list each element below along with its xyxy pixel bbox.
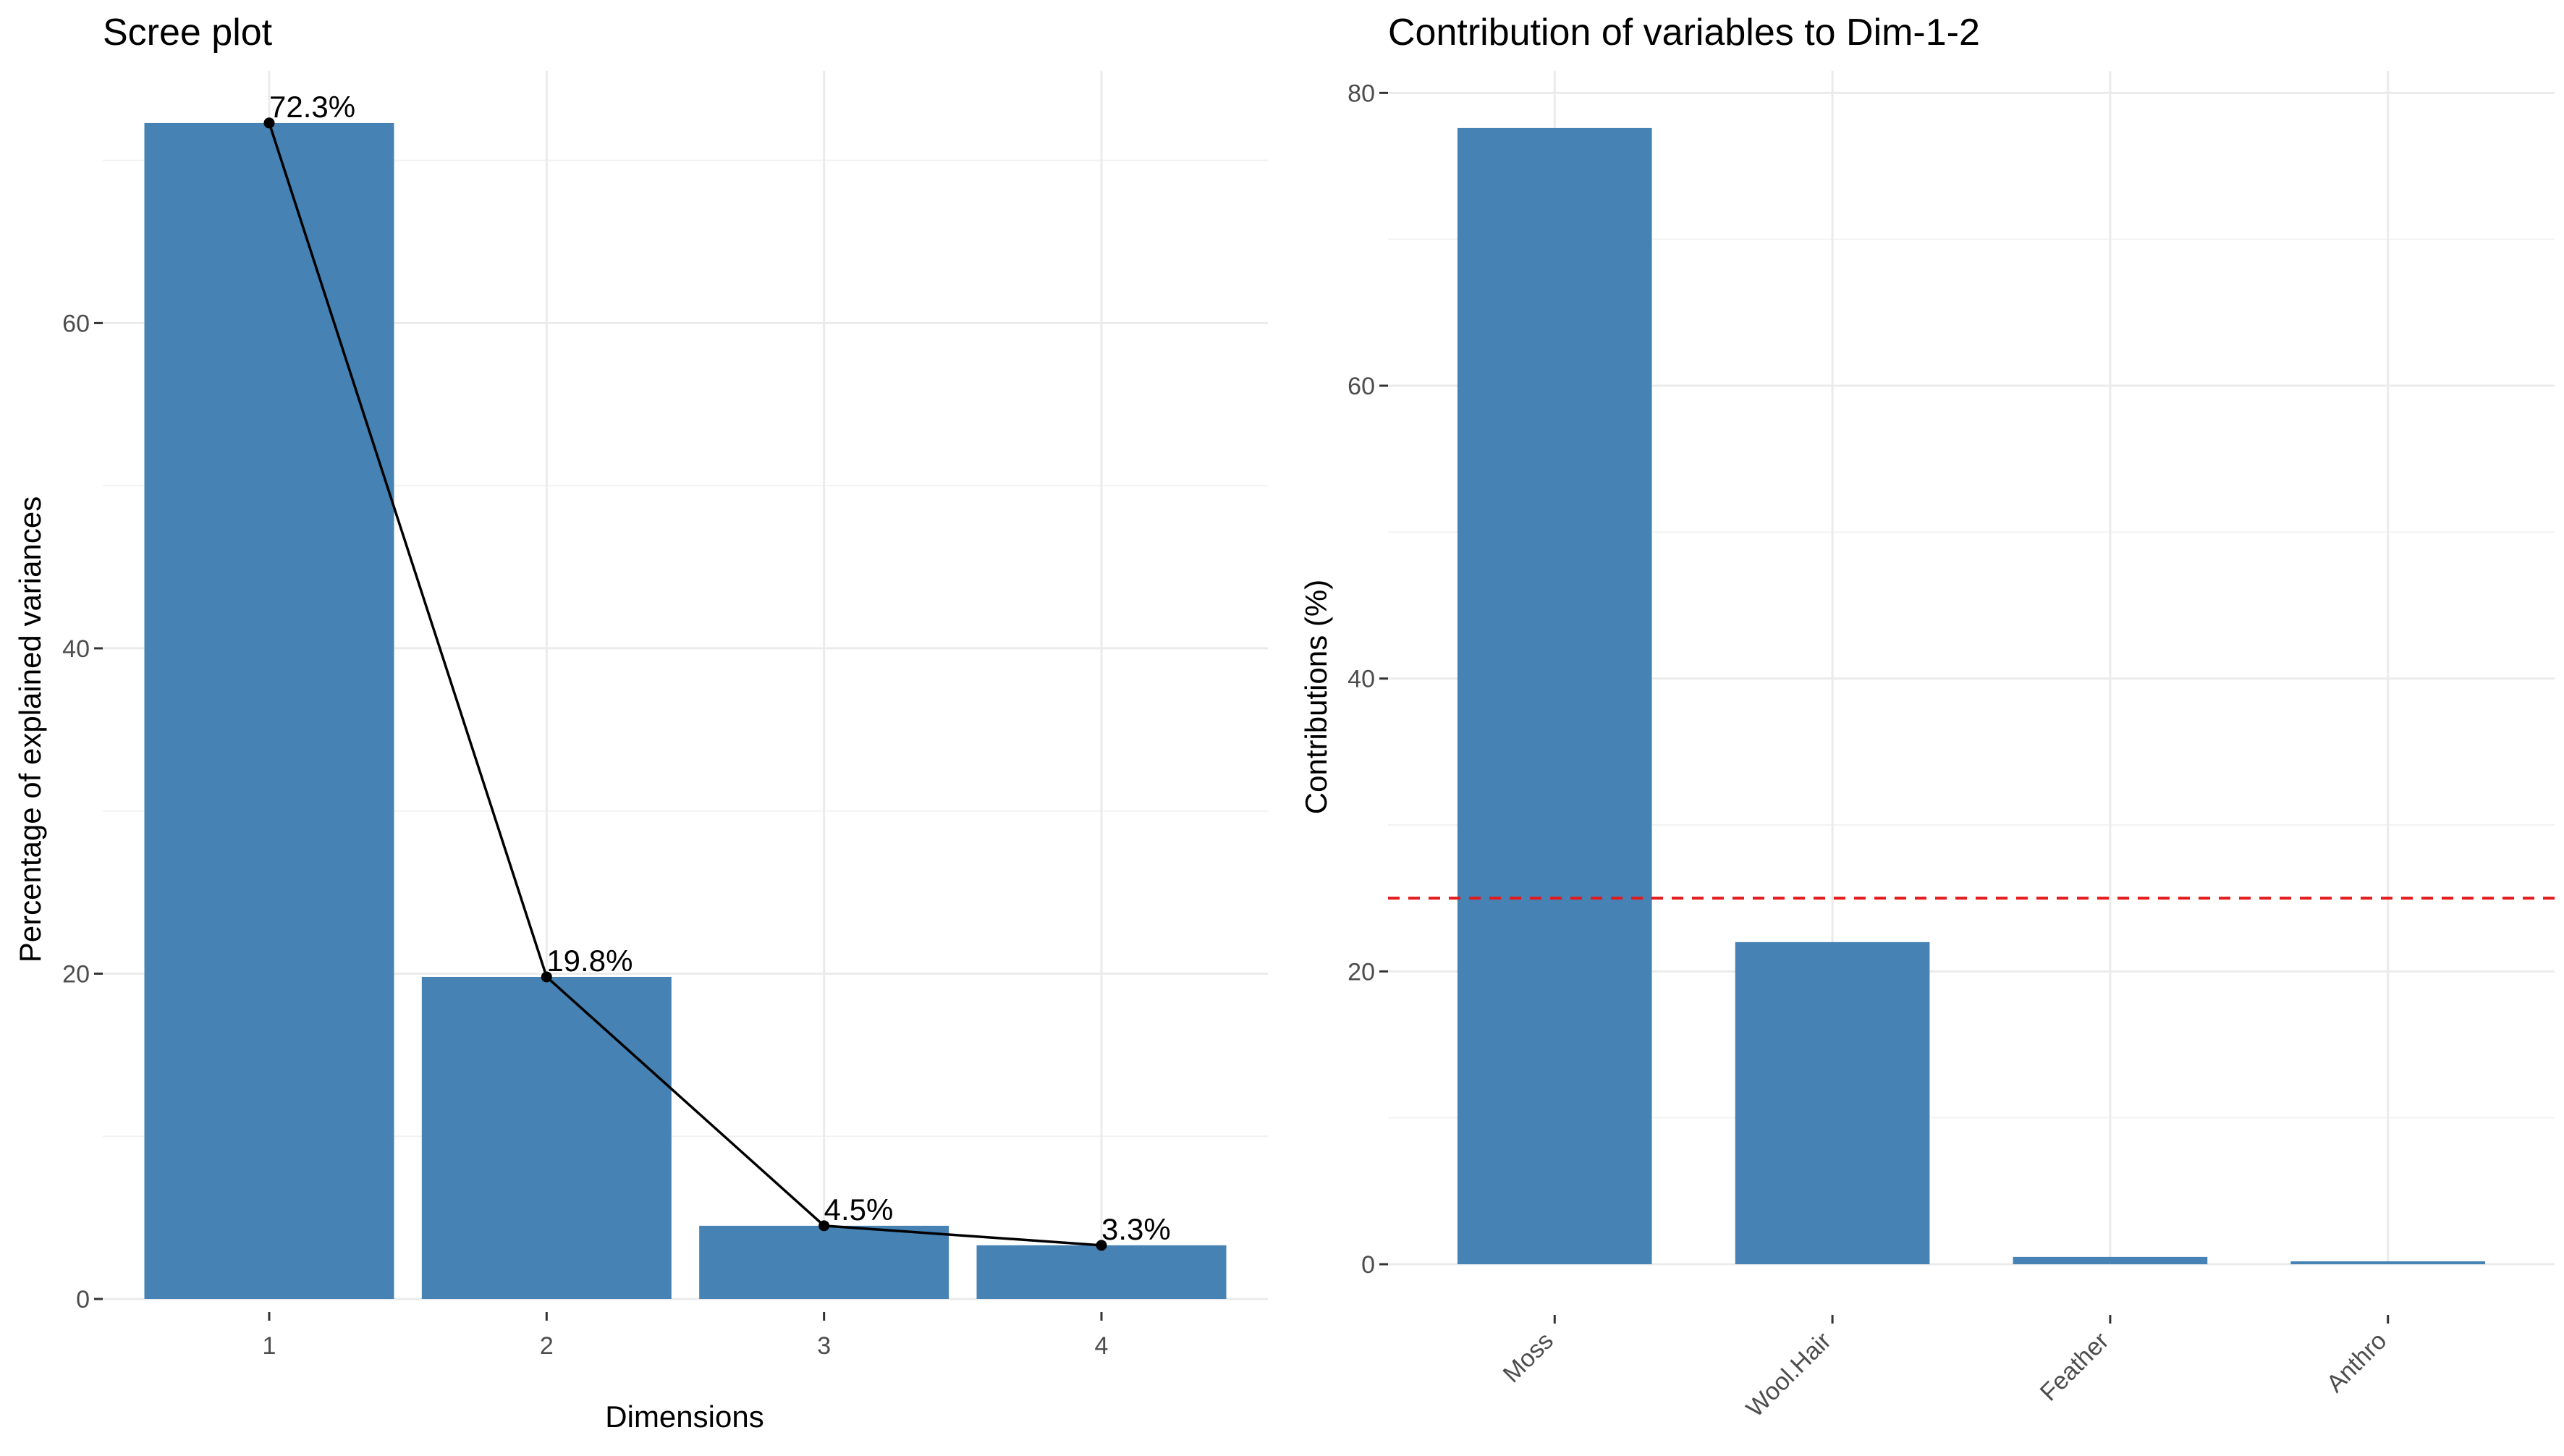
y-tick-label: 20 <box>1347 958 1375 986</box>
contribution-plot-panel: Contribution of variables to Dim-1-2 0 20… <box>1299 12 2555 1423</box>
scree-plot-x-axis-title: Dimensions <box>605 1400 763 1434</box>
contribution-plot-y-axis: 0 20 40 60 80 <box>1347 80 1388 1279</box>
y-tick-label: 60 <box>1347 373 1375 400</box>
bar-value-label: 72.3% <box>269 90 355 124</box>
bar-value-label: 3.3% <box>1101 1212 1171 1246</box>
scree-point <box>263 117 275 129</box>
scree-plot-title: Scree plot <box>103 12 273 54</box>
contribution-plot-bars <box>1457 127 2486 1265</box>
bar-moss <box>1457 127 1652 1265</box>
y-tick-label: 0 <box>76 1286 90 1313</box>
bar-wool-hair <box>1735 941 1930 1264</box>
y-tick-label: 40 <box>1347 666 1375 693</box>
contribution-plot-x-axis: Moss Wool.Hair Feather Anthro <box>1498 1315 2392 1423</box>
y-tick-label: 0 <box>1361 1251 1375 1279</box>
scree-line-path <box>268 122 1102 1247</box>
x-tick-label: Moss <box>1498 1327 1559 1388</box>
scree-plot-panel: Scree plot 72.3% 19.8% 4.5% 3.3% 0 20 40 60 1 2… <box>13 12 1268 1434</box>
x-tick-label: Anthro <box>2322 1327 2392 1398</box>
bar-2 <box>421 976 672 1299</box>
y-tick-label: 20 <box>62 960 90 988</box>
scree-point <box>818 1220 830 1232</box>
scree-plot-y-axis: 0 20 40 60 <box>62 310 103 1313</box>
x-tick-label: 3 <box>817 1332 831 1360</box>
bar-1 <box>144 122 394 1300</box>
bar-3 <box>699 1225 949 1299</box>
x-tick-label: Wool.Hair <box>1741 1327 1837 1423</box>
bar-anthro <box>2290 1261 2486 1264</box>
y-tick-label: 80 <box>1347 80 1375 107</box>
bar-4 <box>976 1245 1227 1299</box>
y-tick-label: 60 <box>62 310 90 337</box>
x-tick-label: 1 <box>263 1332 276 1360</box>
scree-plot-bar-labels: 72.3% 19.8% 4.5% 3.3% <box>269 90 1171 1246</box>
scree-plot-y-axis-title: Percentage of explained variances <box>13 496 47 962</box>
bar-value-label: 4.5% <box>824 1193 894 1227</box>
x-tick-label: 2 <box>540 1332 554 1360</box>
scree-point <box>541 971 552 983</box>
contribution-plot-y-axis-title: Contributions (%) <box>1299 580 1333 814</box>
x-tick-label: 4 <box>1095 1332 1109 1360</box>
contribution-plot-title: Contribution of variables to Dim-1-2 <box>1388 12 1980 54</box>
bar-feather <box>2013 1256 2208 1264</box>
scree-plot-line <box>263 117 1107 1251</box>
scree-point <box>1096 1240 1107 1251</box>
scree-plot-x-axis: 1 2 3 4 <box>263 1312 1109 1360</box>
scree-plot-bars <box>144 122 1227 1300</box>
x-tick-label: Feather <box>2035 1327 2115 1407</box>
y-tick-label: 40 <box>62 635 90 663</box>
bar-value-label: 19.8% <box>546 944 632 978</box>
